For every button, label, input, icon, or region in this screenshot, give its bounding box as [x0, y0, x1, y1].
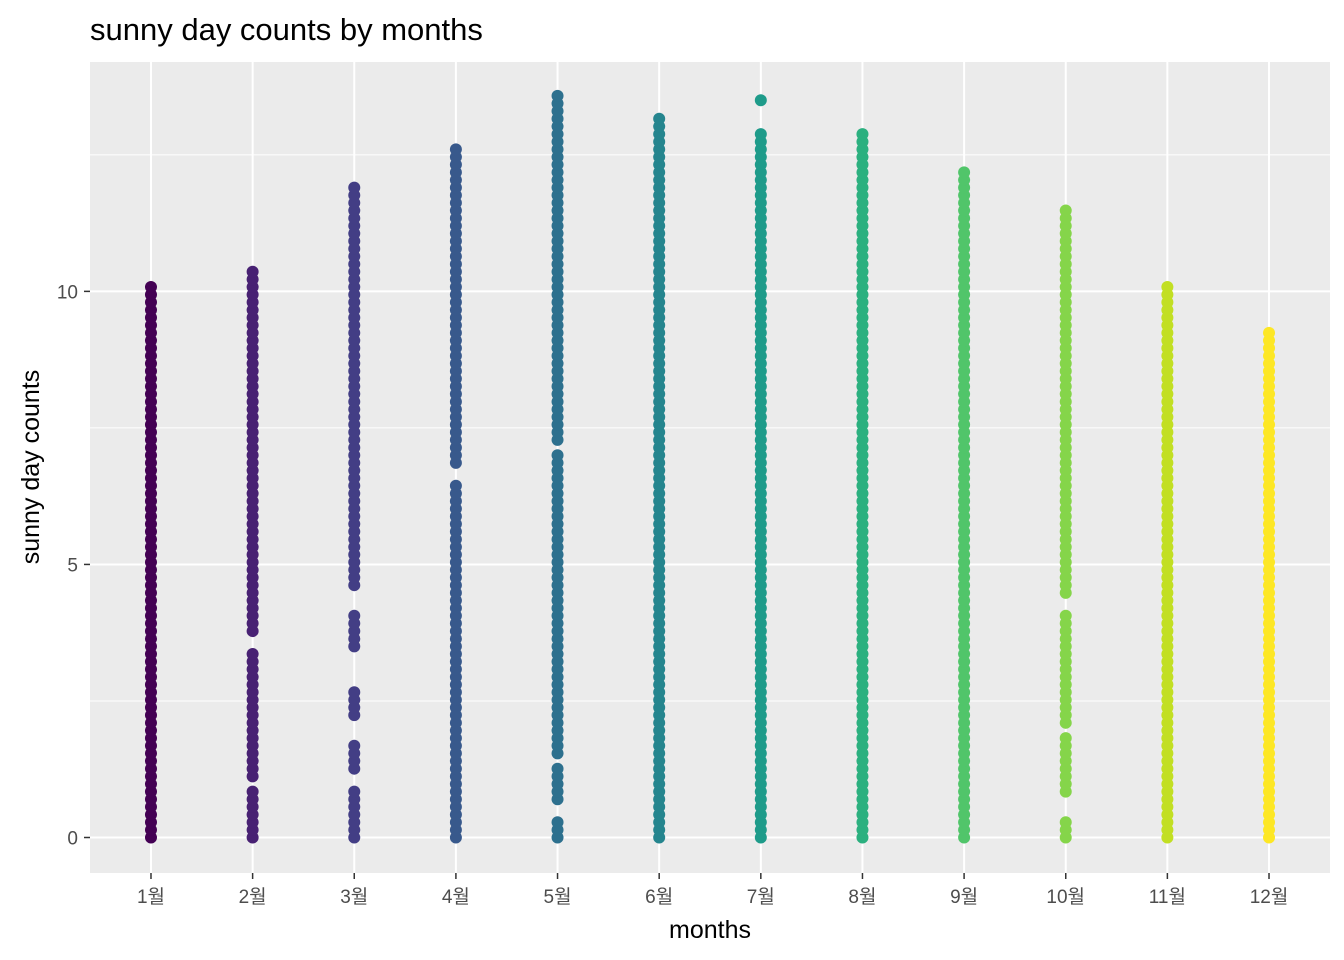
- data-points: [144, 89, 1276, 844]
- series-2: [246, 265, 259, 844]
- x-tick-label: 6월: [645, 886, 673, 908]
- data-point: [1059, 732, 1072, 745]
- data-point: [1059, 609, 1072, 622]
- x-axis-title: months: [669, 916, 751, 944]
- x-tick-label: 12월: [1250, 886, 1289, 908]
- series-10: [1059, 204, 1072, 844]
- data-point: [1161, 281, 1174, 294]
- x-tick-label: 10월: [1046, 886, 1085, 908]
- data-point: [653, 112, 666, 125]
- data-point: [348, 609, 361, 622]
- data-point: [551, 816, 564, 829]
- data-point: [1059, 816, 1072, 829]
- data-point: [348, 785, 361, 798]
- x-tick-label: 1월: [137, 886, 165, 908]
- y-axis: 0 5 10: [57, 282, 90, 850]
- x-tick-label: 4월: [442, 886, 470, 908]
- x-tick-label: 2월: [239, 886, 267, 908]
- x-tick-label: 9월: [950, 886, 978, 908]
- y-tick-label: 0: [67, 829, 78, 850]
- data-point: [1263, 326, 1276, 339]
- data-point: [551, 449, 564, 462]
- data-point: [551, 89, 564, 102]
- series-6: [653, 112, 666, 844]
- x-tick-label: 8월: [848, 886, 876, 908]
- data-point: [449, 479, 462, 492]
- data-point: [144, 281, 157, 294]
- data-point: [246, 648, 259, 661]
- data-point: [958, 166, 971, 179]
- chart-title: sunny day counts by months: [90, 12, 483, 47]
- series-3: [348, 181, 361, 844]
- series-5: [551, 89, 564, 844]
- x-tick-label: 3월: [340, 886, 368, 908]
- data-point: [856, 128, 869, 141]
- data-point: [1059, 204, 1072, 217]
- y-axis-title: sunny day counts: [17, 370, 45, 565]
- data-point: [551, 762, 564, 775]
- series-9: [958, 166, 971, 844]
- x-axis: 1월 2월 3월 4월 5월 6월 7월 8월 9월 10월 11월 12월: [137, 873, 1288, 908]
- series-7: [754, 94, 767, 844]
- series-1: [144, 281, 157, 844]
- data-point: [449, 143, 462, 156]
- x-tick-label: 11월: [1149, 886, 1186, 908]
- data-point: [246, 785, 259, 798]
- data-point: [348, 739, 361, 752]
- x-tick-label: 7월: [747, 886, 775, 908]
- x-tick-label: 5월: [544, 886, 572, 908]
- y-tick-label: 5: [67, 555, 78, 576]
- series-12: [1263, 326, 1276, 844]
- data-point: [348, 181, 361, 194]
- series-11: [1161, 281, 1174, 844]
- plot-panel: [90, 62, 1330, 873]
- series-4: [449, 143, 462, 844]
- y-tick-label: 10: [57, 282, 78, 303]
- data-point: [246, 265, 259, 278]
- data-point: [754, 128, 767, 141]
- series-8: [856, 128, 869, 844]
- data-point: [348, 686, 361, 699]
- data-point-outlier: [754, 94, 767, 107]
